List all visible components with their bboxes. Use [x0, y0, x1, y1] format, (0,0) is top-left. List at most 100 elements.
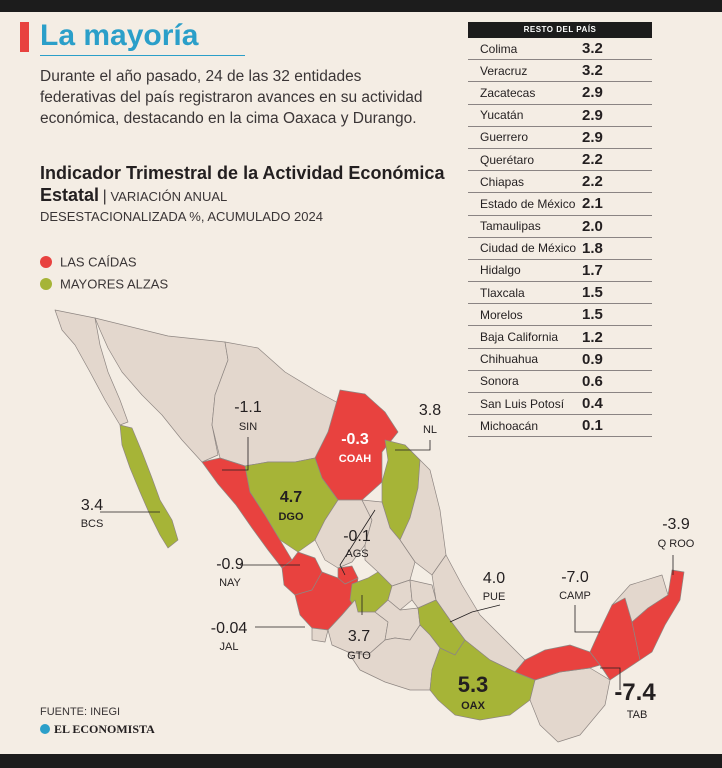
table-row-value: 0.6: [582, 372, 603, 390]
table-row-value: 3.2: [582, 40, 603, 58]
label-coah-code: COAH: [339, 453, 371, 465]
table-row-state: Zacatecas: [480, 85, 536, 100]
table-row-value: 3.2: [582, 62, 603, 80]
table-row-state: Ciudad de México: [480, 241, 577, 256]
state-chiapas: [529, 667, 611, 743]
label-dgo-value: 4.7: [280, 489, 302, 506]
table-row-value: 2.9: [582, 128, 603, 146]
table-row-value: 0.4: [582, 395, 603, 413]
table-row-state: Baja California: [480, 330, 559, 345]
label-tab-code: TAB: [627, 709, 648, 721]
table-row-state: Tamaulipas: [480, 219, 541, 234]
label-qroo-code: Q ROO: [658, 538, 695, 550]
label-jal-code: JAL: [220, 641, 239, 653]
intro-paragraph: Durante el año pasado, 24 de las 32 enti…: [40, 68, 423, 127]
label-ags-code: AGS: [345, 548, 368, 560]
title-underline: [40, 55, 245, 56]
table-row-state: Chihuahua: [480, 352, 539, 367]
table-row-state: Querétaro: [480, 152, 535, 167]
label-bcs-value: 3.4: [81, 497, 103, 514]
table-row-state: Michoacán: [480, 418, 539, 433]
table-row-value: 1.2: [582, 328, 603, 346]
table-header: RESTO DEL PAÍS: [468, 22, 652, 38]
table-row: Baja California 1.2: [468, 326, 652, 349]
rest-of-country-table: RESTO DEL PAÍS Colima 3.2 Veracruz 3.2 Zacat…: [468, 22, 652, 438]
label-ags-value: -0.1: [343, 528, 371, 545]
state-coahuila: [314, 389, 399, 501]
state-quintana-roo: [631, 569, 685, 661]
table-row-value: 2.0: [582, 217, 603, 235]
table-row-value: 1.7: [582, 261, 603, 279]
indicator-heading: Indicador Trimestral de la Actividad Eco…: [40, 163, 450, 227]
table-row: Michoacán 0.1: [468, 415, 652, 438]
table-row: Morelos 1.5: [468, 304, 652, 327]
globe-icon: [40, 724, 50, 734]
table-row-value: 2.1: [582, 195, 603, 213]
label-dgo-code: DGO: [278, 511, 304, 523]
state-colima: [311, 627, 329, 643]
source-note: FUENTE: INEGI: [40, 706, 121, 718]
brand-logo: EL ECONOMISTA: [40, 722, 155, 737]
falls-dot-icon: [40, 255, 52, 268]
label-oax-value: 5.3: [458, 672, 489, 697]
table-row: Querétaro 2.2: [468, 149, 652, 172]
leader-line-camp: [574, 605, 600, 633]
legend-rises-label: MAYORES ALZAS: [60, 276, 169, 292]
table-row: Colima 3.2: [468, 38, 652, 61]
table-row-state: Morelos: [480, 307, 523, 322]
label-tab-value: -7.4: [614, 679, 656, 706]
table-row-state: Chiapas: [480, 174, 525, 189]
table-row-value: 1.8: [582, 239, 603, 257]
table-row: Veracruz 3.2: [468, 60, 652, 83]
label-bcs-code: BCS: [81, 518, 104, 530]
table-row-state: Hidalgo: [480, 263, 521, 278]
table-body: Colima 3.2 Veracruz 3.2 Zacatecas 2.9 Yucatán 2…: [468, 38, 652, 438]
table-row-state: Sonora: [480, 374, 519, 389]
table-row-value: 1.5: [582, 284, 603, 302]
table-row-state: Estado de México: [480, 196, 576, 211]
state-queretaro: [387, 579, 413, 611]
leader-line-pue: [449, 604, 501, 623]
table-row-value: 0.1: [582, 417, 603, 435]
table-row-value: 2.9: [582, 84, 603, 102]
label-gto-value: 3.7: [348, 628, 370, 645]
leader-line-nl: [395, 440, 431, 451]
label-coah-value: -0.3: [341, 431, 369, 448]
label-jal-value: -0.04: [211, 620, 248, 637]
brand-name: EL ECONOMISTA: [54, 722, 155, 736]
indicator-separator: |: [102, 188, 107, 205]
title-accent-mark: [20, 22, 29, 52]
rises-dot-icon: [40, 277, 52, 290]
table-row-state: San Luis Potosí: [480, 396, 565, 411]
state-baja-california: [54, 309, 129, 426]
table-row: Zacatecas 2.9: [468, 82, 652, 105]
table-row-state: Veracruz: [480, 63, 528, 78]
table-row-state: Guerrero: [480, 130, 529, 145]
legend-falls: LAS CAÍDAS: [40, 253, 137, 271]
label-sin-value: -1.1: [234, 399, 262, 416]
table-row: Tamaulipas 2.0: [468, 216, 652, 238]
label-nl-value: 3.8: [419, 402, 441, 419]
table-row: Estado de México 2.1: [468, 193, 652, 216]
bottom-bar: [0, 754, 722, 768]
table-row-value: 1.5: [582, 306, 603, 324]
table-row: Chiapas 2.2: [468, 171, 652, 194]
label-gto-code: GTO: [347, 650, 371, 662]
leader-line-ags: [339, 509, 376, 576]
table-row-value: 2.2: [582, 173, 603, 191]
table-row: San Luis Potosí 0.4: [468, 393, 652, 416]
label-camp-code: CAMP: [559, 590, 591, 602]
state-baja-california-sur: [119, 424, 179, 549]
leader-line-sin: [222, 437, 249, 471]
table-row: Tlaxcala 1.5: [468, 282, 652, 305]
table-row: Hidalgo 1.7: [468, 260, 652, 283]
indicator-title: Indicador Trimestral de la Actividad Eco…: [40, 163, 445, 205]
label-oax-code: OAX: [461, 700, 486, 712]
state-oaxaca: [429, 639, 536, 721]
legend-rises: MAYORES ALZAS: [40, 275, 168, 293]
state-guerrero: [347, 624, 441, 691]
table-row-state: Tlaxcala: [480, 285, 525, 300]
table-row: Sonora 0.6: [468, 371, 652, 393]
table-row-value: 0.9: [582, 350, 603, 368]
